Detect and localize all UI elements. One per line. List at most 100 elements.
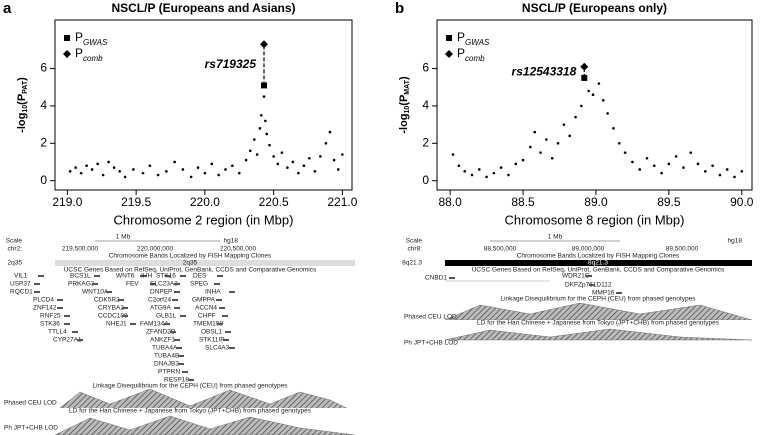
data-point <box>470 173 474 177</box>
data-point <box>550 156 554 160</box>
data-point <box>291 160 295 164</box>
x-tick-label: 89.0 <box>584 195 608 209</box>
data-point <box>463 170 467 173</box>
gene-label: SPEG <box>190 281 208 288</box>
y-axis-label-part: MAT <box>404 79 411 94</box>
band-label: 8q21.3 <box>402 260 422 267</box>
data-point <box>217 173 220 177</box>
data-point <box>255 153 259 156</box>
legend-entry: PGWAS <box>457 30 490 46</box>
position-label: 219,500,000 <box>62 246 99 253</box>
gene-label: CCDC108 <box>98 313 128 320</box>
track-title: Chromosome Bands Localized by FISH Mappi… <box>109 253 272 260</box>
y-axis-label-part: -log <box>16 113 28 133</box>
band-name: 8q21.3 <box>588 260 608 267</box>
gene-label: INHA <box>205 289 221 296</box>
genome-browser-b: Scale 1 Mb hg18 chr8: 88,500,000 89,000,000 89… <box>402 234 753 347</box>
data-point <box>297 171 300 175</box>
scale-label: Scale <box>6 238 23 245</box>
y-axis-label-part: 10 <box>404 106 411 114</box>
data-point <box>302 164 306 168</box>
gene-label: PLCD4 <box>33 297 54 304</box>
data-point <box>597 82 601 85</box>
data-point <box>645 156 649 160</box>
legend-name: P <box>75 30 83 44</box>
data-point <box>308 156 311 160</box>
band-name: 2q35 <box>183 260 198 267</box>
data-point <box>286 166 289 169</box>
gene-label: CNBD1 <box>425 275 447 282</box>
data-point <box>107 160 110 164</box>
gene-label: ANKZF1 <box>150 337 175 344</box>
data-point <box>336 168 340 171</box>
legend-marker <box>64 35 70 41</box>
gene-label: DKFZp761D112 <box>565 282 612 289</box>
legend-marker <box>446 35 452 41</box>
data-point <box>74 166 77 169</box>
chrom-label: chr2: <box>8 246 23 253</box>
gene-label: ATG9A <box>150 305 171 312</box>
data-point <box>562 123 566 126</box>
chrom-label: chr8: <box>408 246 423 253</box>
data-point <box>118 170 121 173</box>
data-point <box>231 164 234 168</box>
data-point <box>79 171 83 175</box>
data-point <box>601 99 605 102</box>
track-title: Chromosome Bands Localized by FISH Mappi… <box>517 253 680 260</box>
data-point <box>319 155 322 158</box>
x-tick-label: 219.0 <box>52 195 82 209</box>
y-tick-label: 2 <box>422 135 429 149</box>
gene-label: C2orf24 <box>148 297 172 304</box>
legend-marker <box>445 50 453 58</box>
legend-subscript: comb <box>465 54 485 63</box>
chart-title: NSCL/P (Europeans only) <box>522 1 667 15</box>
gene-label: SLC23A3 <box>150 281 178 288</box>
data-point <box>591 93 595 97</box>
track-title: UCSC Genes Based on RefSeq, UniProt, Gen… <box>472 267 725 274</box>
data-point <box>141 171 145 175</box>
data-point <box>173 160 176 164</box>
track-label: Ph JPT+CHB LOD <box>404 340 458 347</box>
gene-label: PRKAG3 <box>68 281 95 288</box>
data-point <box>725 168 729 171</box>
data-point <box>485 175 488 179</box>
track-label: Phased CEU LOD <box>4 400 57 407</box>
data-point <box>477 168 481 171</box>
gene-label: ZFAND2B <box>146 329 175 336</box>
data-point <box>587 89 590 93</box>
x-tick-label: 220.0 <box>190 195 220 209</box>
data-point <box>189 175 193 179</box>
scale-size: 1 Mb <box>548 234 563 241</box>
y-tick-label: 0 <box>40 173 47 187</box>
legend-name: P <box>75 46 83 60</box>
data-point <box>313 170 317 173</box>
data-point-diamond <box>580 62 589 71</box>
data-point <box>237 171 241 175</box>
data-point <box>533 130 537 134</box>
gene-label: MMP16 <box>592 290 615 297</box>
gene-label: WNT10A <box>82 289 109 296</box>
gene-label: CYP27A1 <box>53 337 82 344</box>
legend-name: P <box>457 46 465 60</box>
data-point <box>740 170 744 173</box>
data-point <box>112 166 116 169</box>
position-label: 220,000,000 <box>137 246 174 253</box>
data-point <box>132 168 135 171</box>
data-point <box>268 143 271 147</box>
data-point <box>682 166 685 169</box>
data-point-square <box>581 74 588 81</box>
x-tick-label: 88.5 <box>511 195 535 209</box>
data-point <box>514 162 518 166</box>
y-tick-label: 4 <box>422 98 429 112</box>
gene-label: TUBA4B <box>154 353 179 360</box>
chart-title: NSCL/P (Europeans and Asians) <box>111 1 295 15</box>
data-point <box>259 113 263 117</box>
data-point <box>148 164 152 168</box>
data-point <box>210 162 214 166</box>
data-point <box>203 171 207 175</box>
y-tick-label: 6 <box>422 61 429 75</box>
data-point <box>156 173 160 177</box>
track-label: Ph JPT+CHB LOD <box>4 425 58 432</box>
data-point <box>272 155 275 158</box>
data-point <box>612 127 615 130</box>
